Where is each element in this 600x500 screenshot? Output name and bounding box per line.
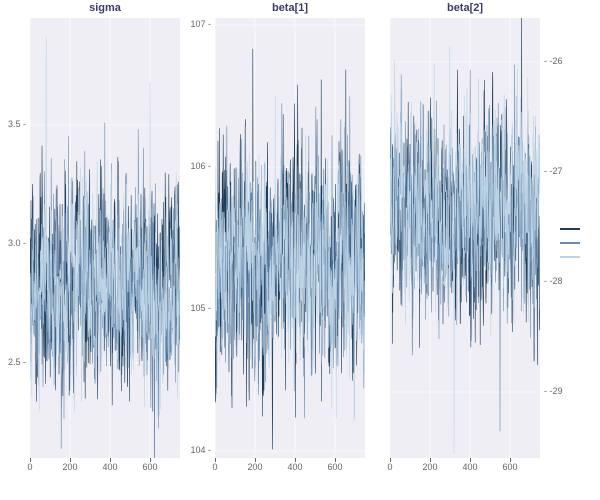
x-tick-mark: [150, 458, 151, 462]
y-tick-label: - -26: [544, 56, 563, 66]
x-tick-label: 600: [325, 462, 345, 472]
x-tick-label: 400: [460, 462, 480, 472]
y-tick-label: 104 -: [190, 445, 211, 455]
panel-sigma: sigma: [30, 18, 180, 458]
legend-swatch: [560, 256, 580, 258]
x-tick-label: 0: [20, 462, 40, 472]
x-tick-mark: [430, 458, 431, 462]
x-tick-label: 200: [420, 462, 440, 472]
x-tick-mark: [390, 458, 391, 462]
x-tick-label: 0: [205, 462, 225, 472]
plot-area: [390, 18, 540, 458]
y-tick-label: - -27: [544, 166, 563, 176]
x-tick-mark: [255, 458, 256, 462]
legend: [560, 228, 580, 270]
trace-figure: sigma 2.5 - 3.0 - 3.5 - 0 200 400 600 beta[1] 104…: [0, 0, 600, 500]
plot-area: [215, 18, 365, 458]
x-tick-mark: [70, 458, 71, 462]
y-tick-label: 3.0 -: [8, 238, 26, 248]
legend-swatch: [560, 242, 580, 244]
x-tick-mark: [215, 458, 216, 462]
legend-item: [560, 228, 580, 230]
panel-title: beta[1]: [215, 2, 365, 14]
legend-item: [560, 242, 580, 244]
y-tick-label: 3.5 -: [8, 119, 26, 129]
x-tick-mark: [510, 458, 511, 462]
x-tick-label: 400: [285, 462, 305, 472]
legend-swatch: [560, 228, 580, 230]
x-tick-mark: [335, 458, 336, 462]
y-tick-label: 2.5 -: [8, 357, 26, 367]
y-tick-label: 105 -: [190, 303, 211, 313]
x-tick-label: 200: [245, 462, 265, 472]
legend-item: [560, 256, 580, 258]
y-tick-label: - -28: [544, 276, 563, 286]
x-tick-mark: [30, 458, 31, 462]
x-tick-label: 600: [140, 462, 160, 472]
x-tick-label: 600: [500, 462, 520, 472]
panel-beta2: beta[2]: [390, 18, 540, 458]
x-tick-label: 400: [100, 462, 120, 472]
x-tick-label: 200: [60, 462, 80, 472]
x-tick-mark: [470, 458, 471, 462]
plot-area: [30, 18, 180, 458]
x-tick-mark: [295, 458, 296, 462]
x-tick-mark: [110, 458, 111, 462]
panel-title: sigma: [30, 2, 180, 14]
y-tick-label: 107 -: [190, 19, 211, 29]
panel-beta1: beta[1]: [215, 18, 365, 458]
y-tick-label: - -29: [544, 386, 563, 396]
panel-title: beta[2]: [390, 2, 540, 14]
x-tick-label: 0: [380, 462, 400, 472]
y-tick-label: 106 -: [190, 161, 211, 171]
